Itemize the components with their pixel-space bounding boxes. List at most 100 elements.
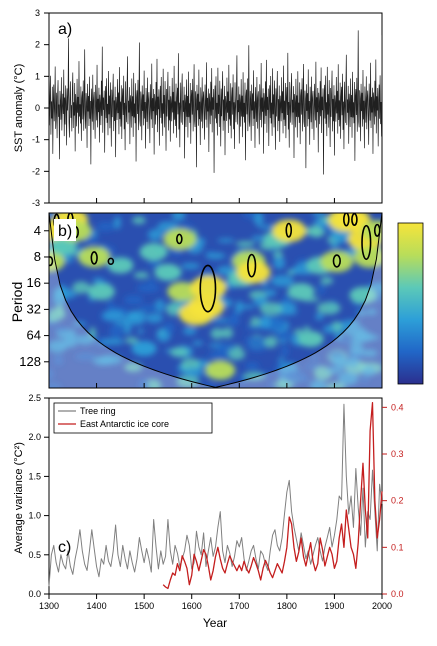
wavelet-power-blob [316, 301, 341, 315]
wavelet-power-blob [49, 382, 62, 388]
wavelet-power-blob [230, 310, 239, 324]
wavelet-power-blob [308, 355, 320, 362]
wavelet-power-blob [136, 283, 160, 293]
wavelet-power-blob [164, 321, 175, 334]
wavelet-power-blob [181, 262, 200, 270]
panel-c-ylabel: Average variance (°C²) [13, 442, 25, 554]
significance-contour [90, 251, 98, 265]
wavelet-power-blob [183, 326, 197, 335]
panel-b-ytick-label: 8 [34, 249, 41, 264]
wavelet-power-blob [75, 334, 95, 345]
panel-c-y2tick-label: 0.0 [391, 589, 404, 599]
panel-a: -3 -2 -1 0 1 2 3 a) SST anomaly (°C) [13, 8, 383, 208]
wavelet-power-blob [125, 337, 139, 344]
panel-a-series-line [49, 30, 382, 175]
wavelet-power-hotspot [49, 251, 65, 272]
panel-b-ytick-label: 32 [27, 301, 41, 316]
legend-box [53, 402, 213, 434]
wavelet-power-blob [192, 340, 204, 346]
significance-contour [247, 253, 257, 278]
wavelet-power-hotspot [78, 246, 111, 268]
wavelet-power-blob [210, 328, 224, 340]
wavelet-power-blob [297, 258, 308, 264]
wavelet-power-blob [366, 308, 377, 316]
wavelet-power-blob [235, 300, 244, 314]
wavelet-power-blob [207, 351, 231, 360]
wavelet-power-blob [303, 326, 311, 332]
panel-a-ytick-label: 1 [35, 71, 40, 81]
wavelet-power-blob [279, 339, 287, 344]
wavelet-power-blob [323, 325, 335, 334]
ice-core-line [162, 402, 383, 590]
wavelet-power-blob [278, 357, 285, 363]
wavelet-power-blob [184, 367, 204, 377]
wavelet-power-hotspot [236, 261, 271, 284]
wavelet-power-blob [217, 238, 235, 243]
cone-of-influence [49, 213, 382, 388]
wavelet-power-blob [139, 304, 159, 312]
wavelet-power-blob [361, 376, 369, 384]
wavelet-power-blob [325, 382, 346, 388]
wavelet-power-blob [133, 271, 150, 279]
wavelet-power-blob [53, 326, 68, 332]
wavelet-power-blob [100, 338, 125, 345]
wavelet-power-blob [72, 321, 87, 327]
wavelet-power-blob [53, 354, 64, 366]
panel-b-ytick-label: 128 [19, 354, 41, 369]
panel-c-y2tick-label: 0.3 [391, 449, 404, 459]
wavelet-power-blob [49, 213, 55, 218]
wavelet-power-blob [311, 213, 326, 216]
panel-b-label: b) [58, 223, 72, 240]
wavelet-power-blob [360, 366, 377, 377]
wavelet-power-blob [315, 312, 324, 321]
wavelet-power-blob [243, 372, 265, 381]
legend: Tree ring East Antarctic ice core [53, 402, 213, 434]
panel-c-ytick-label: 2.5 [28, 393, 41, 403]
wavelet-power-blob [205, 252, 226, 260]
wavelet-power-blob [273, 256, 286, 270]
panel-a-ytick-label: 3 [35, 8, 40, 18]
panel-c-ytick-label: 0.5 [28, 550, 41, 560]
wavelet-power-hotspot [205, 360, 236, 380]
wavelet-power-blob [148, 259, 162, 268]
wavelet-power-blob [132, 216, 146, 225]
legend-label-tree-ring: Tree ring [80, 406, 116, 416]
wavelet-power-blob [171, 213, 186, 222]
wavelet-power-hotspot [87, 283, 115, 301]
wavelet-power-hotspot [320, 250, 354, 273]
panel-b-ylabel: Period [9, 282, 25, 322]
wavelet-power-blob [330, 232, 353, 244]
wavelet-power-blob [259, 315, 271, 329]
wavelet-power-hotspot [131, 340, 157, 357]
wavelet-power-blob [98, 354, 123, 365]
wavelet-power-blob [253, 213, 264, 226]
wavelet-power-blob [114, 321, 129, 326]
panel-a-ytick-label: -1 [32, 135, 40, 145]
panel-b-label-box [54, 219, 76, 241]
panel-a-ytick-label: 0 [35, 103, 40, 113]
wavelet-power-hotspot [154, 263, 182, 281]
wavelet-power-blob [107, 299, 114, 312]
significance-contour [285, 222, 293, 238]
wavelet-power-blob [166, 302, 182, 317]
wavelet-power-hotspot [178, 302, 214, 326]
wavelet-power-hotspot [49, 237, 78, 255]
panel-c-xtick-label: 1700 [229, 601, 249, 611]
wavelet-power-hotspot [349, 286, 377, 304]
wavelet-power-blob [287, 270, 295, 275]
wavelet-power-blob [326, 367, 343, 374]
panel-a-label: a) [58, 21, 72, 38]
wavelet-power-blob [253, 296, 268, 307]
wavelet-power-blob [74, 352, 97, 361]
panel-b-frame [48, 212, 383, 389]
wavelet-power-blob [63, 335, 78, 345]
wavelet-power-blob [113, 216, 122, 230]
wavelet-power-blob [109, 324, 124, 339]
wavelet-power-blob [90, 230, 98, 237]
panel-c-ytick-label: 2.0 [28, 432, 41, 442]
wavelet-power-blob [176, 375, 200, 388]
wavelet-power-blob [92, 277, 104, 284]
wavelet-power-blob [352, 331, 374, 343]
panel-c-xlabel: Year [203, 616, 227, 630]
panel-a-ytick-label: -3 [32, 198, 40, 208]
